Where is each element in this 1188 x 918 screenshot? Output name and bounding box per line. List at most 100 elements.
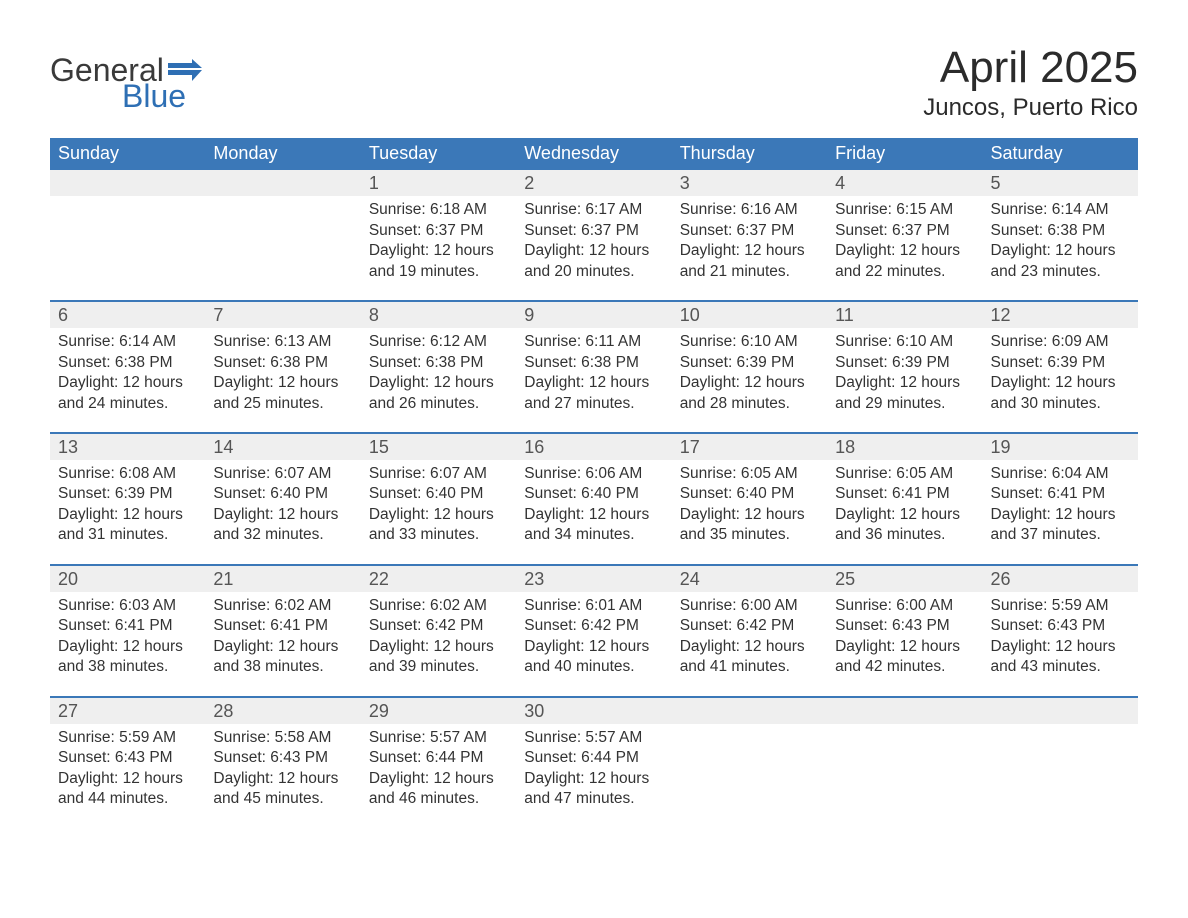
- day-number: 15: [361, 434, 516, 460]
- sunset-line: Sunset: 6:40 PM: [680, 484, 819, 504]
- day-number: 5: [983, 170, 1138, 196]
- day-number: 23: [516, 566, 671, 592]
- calendar-day-cell: 4Sunrise: 6:15 AMSunset: 6:37 PMDaylight…: [827, 170, 982, 290]
- day-body: [672, 724, 827, 736]
- day-body: Sunrise: 6:02 AMSunset: 6:42 PMDaylight:…: [361, 592, 516, 686]
- sunset-line: Sunset: 6:38 PM: [213, 353, 352, 373]
- day-body: Sunrise: 6:15 AMSunset: 6:37 PMDaylight:…: [827, 196, 982, 290]
- calendar-day-cell: [983, 698, 1138, 818]
- sunrise-line: Sunrise: 6:08 AM: [58, 464, 197, 484]
- day-body: Sunrise: 6:09 AMSunset: 6:39 PMDaylight:…: [983, 328, 1138, 422]
- day-body: Sunrise: 5:57 AMSunset: 6:44 PMDaylight:…: [361, 724, 516, 818]
- sunset-line: Sunset: 6:37 PM: [524, 221, 663, 241]
- sunrise-line: Sunrise: 6:05 AM: [680, 464, 819, 484]
- sunset-line: Sunset: 6:38 PM: [369, 353, 508, 373]
- sunset-line: Sunset: 6:44 PM: [524, 748, 663, 768]
- daylight-line: Daylight: 12 hours and 31 minutes.: [58, 505, 197, 546]
- day-body: Sunrise: 6:00 AMSunset: 6:43 PMDaylight:…: [827, 592, 982, 686]
- daylight-line: Daylight: 12 hours and 20 minutes.: [524, 241, 663, 282]
- weeks-container: 1Sunrise: 6:18 AMSunset: 6:37 PMDaylight…: [50, 170, 1138, 817]
- sunrise-line: Sunrise: 6:01 AM: [524, 596, 663, 616]
- sunset-line: Sunset: 6:39 PM: [680, 353, 819, 373]
- day-body: Sunrise: 6:12 AMSunset: 6:38 PMDaylight:…: [361, 328, 516, 422]
- brand-logo: General Blue: [50, 28, 202, 112]
- calendar-day-cell: [50, 170, 205, 290]
- daylight-line: Daylight: 12 hours and 29 minutes.: [835, 373, 974, 414]
- sunset-line: Sunset: 6:43 PM: [835, 616, 974, 636]
- header-row: General Blue April 2025 Juncos, Puerto R…: [50, 28, 1138, 132]
- sunset-line: Sunset: 6:41 PM: [58, 616, 197, 636]
- location-label: Juncos, Puerto Rico: [923, 94, 1138, 122]
- sunrise-line: Sunrise: 6:11 AM: [524, 332, 663, 352]
- sunset-line: Sunset: 6:38 PM: [991, 221, 1130, 241]
- calendar-day-cell: 12Sunrise: 6:09 AMSunset: 6:39 PMDayligh…: [983, 302, 1138, 422]
- sunset-line: Sunset: 6:40 PM: [524, 484, 663, 504]
- day-body: Sunrise: 6:14 AMSunset: 6:38 PMDaylight:…: [983, 196, 1138, 290]
- day-number: 16: [516, 434, 671, 460]
- weekday-header-cell: Wednesday: [516, 138, 671, 170]
- sunset-line: Sunset: 6:39 PM: [991, 353, 1130, 373]
- day-body: Sunrise: 6:04 AMSunset: 6:41 PMDaylight:…: [983, 460, 1138, 554]
- day-number: 24: [672, 566, 827, 592]
- daylight-line: Daylight: 12 hours and 42 minutes.: [835, 637, 974, 678]
- day-number: 22: [361, 566, 516, 592]
- daylight-line: Daylight: 12 hours and 40 minutes.: [524, 637, 663, 678]
- calendar-week-row: 13Sunrise: 6:08 AMSunset: 6:39 PMDayligh…: [50, 432, 1138, 554]
- day-number: [205, 170, 360, 196]
- day-body: [50, 196, 205, 208]
- day-body: Sunrise: 6:10 AMSunset: 6:39 PMDaylight:…: [672, 328, 827, 422]
- daylight-line: Daylight: 12 hours and 26 minutes.: [369, 373, 508, 414]
- daylight-line: Daylight: 12 hours and 28 minutes.: [680, 373, 819, 414]
- sunrise-line: Sunrise: 6:02 AM: [213, 596, 352, 616]
- day-body: Sunrise: 5:58 AMSunset: 6:43 PMDaylight:…: [205, 724, 360, 818]
- day-number: 25: [827, 566, 982, 592]
- sunrise-line: Sunrise: 6:10 AM: [680, 332, 819, 352]
- calendar-day-cell: 28Sunrise: 5:58 AMSunset: 6:43 PMDayligh…: [205, 698, 360, 818]
- sunset-line: Sunset: 6:42 PM: [680, 616, 819, 636]
- day-body: Sunrise: 6:06 AMSunset: 6:40 PMDaylight:…: [516, 460, 671, 554]
- day-body: Sunrise: 6:14 AMSunset: 6:38 PMDaylight:…: [50, 328, 205, 422]
- sunrise-line: Sunrise: 6:18 AM: [369, 200, 508, 220]
- calendar-day-cell: 27Sunrise: 5:59 AMSunset: 6:43 PMDayligh…: [50, 698, 205, 818]
- day-number: 6: [50, 302, 205, 328]
- day-body: Sunrise: 5:59 AMSunset: 6:43 PMDaylight:…: [50, 724, 205, 818]
- day-number: 20: [50, 566, 205, 592]
- daylight-line: Daylight: 12 hours and 35 minutes.: [680, 505, 819, 546]
- sunrise-line: Sunrise: 6:07 AM: [213, 464, 352, 484]
- day-number: [827, 698, 982, 724]
- day-number: 17: [672, 434, 827, 460]
- weekday-header-cell: Friday: [827, 138, 982, 170]
- day-number: 12: [983, 302, 1138, 328]
- daylight-line: Daylight: 12 hours and 25 minutes.: [213, 373, 352, 414]
- month-title: April 2025: [923, 44, 1138, 92]
- calendar-week-row: 1Sunrise: 6:18 AMSunset: 6:37 PMDaylight…: [50, 170, 1138, 290]
- daylight-line: Daylight: 12 hours and 41 minutes.: [680, 637, 819, 678]
- daylight-line: Daylight: 12 hours and 21 minutes.: [680, 241, 819, 282]
- sunrise-line: Sunrise: 6:12 AM: [369, 332, 508, 352]
- day-number: 7: [205, 302, 360, 328]
- daylight-line: Daylight: 12 hours and 44 minutes.: [58, 769, 197, 810]
- sunrise-line: Sunrise: 5:59 AM: [58, 728, 197, 748]
- day-number: 1: [361, 170, 516, 196]
- sunset-line: Sunset: 6:41 PM: [835, 484, 974, 504]
- daylight-line: Daylight: 12 hours and 30 minutes.: [991, 373, 1130, 414]
- day-body: Sunrise: 6:02 AMSunset: 6:41 PMDaylight:…: [205, 592, 360, 686]
- weekday-header-cell: Monday: [205, 138, 360, 170]
- daylight-line: Daylight: 12 hours and 38 minutes.: [58, 637, 197, 678]
- day-body: Sunrise: 6:00 AMSunset: 6:42 PMDaylight:…: [672, 592, 827, 686]
- day-body: Sunrise: 6:11 AMSunset: 6:38 PMDaylight:…: [516, 328, 671, 422]
- daylight-line: Daylight: 12 hours and 39 minutes.: [369, 637, 508, 678]
- day-body: Sunrise: 6:01 AMSunset: 6:42 PMDaylight:…: [516, 592, 671, 686]
- sunrise-line: Sunrise: 6:07 AM: [369, 464, 508, 484]
- daylight-line: Daylight: 12 hours and 45 minutes.: [213, 769, 352, 810]
- day-number: 19: [983, 434, 1138, 460]
- sunrise-line: Sunrise: 5:57 AM: [524, 728, 663, 748]
- sunset-line: Sunset: 6:44 PM: [369, 748, 508, 768]
- daylight-line: Daylight: 12 hours and 24 minutes.: [58, 373, 197, 414]
- calendar-grid: SundayMondayTuesdayWednesdayThursdayFrid…: [50, 138, 1138, 817]
- sunrise-line: Sunrise: 6:17 AM: [524, 200, 663, 220]
- calendar-week-row: 20Sunrise: 6:03 AMSunset: 6:41 PMDayligh…: [50, 564, 1138, 686]
- calendar-day-cell: 26Sunrise: 5:59 AMSunset: 6:43 PMDayligh…: [983, 566, 1138, 686]
- day-body: [827, 724, 982, 736]
- calendar-day-cell: 22Sunrise: 6:02 AMSunset: 6:42 PMDayligh…: [361, 566, 516, 686]
